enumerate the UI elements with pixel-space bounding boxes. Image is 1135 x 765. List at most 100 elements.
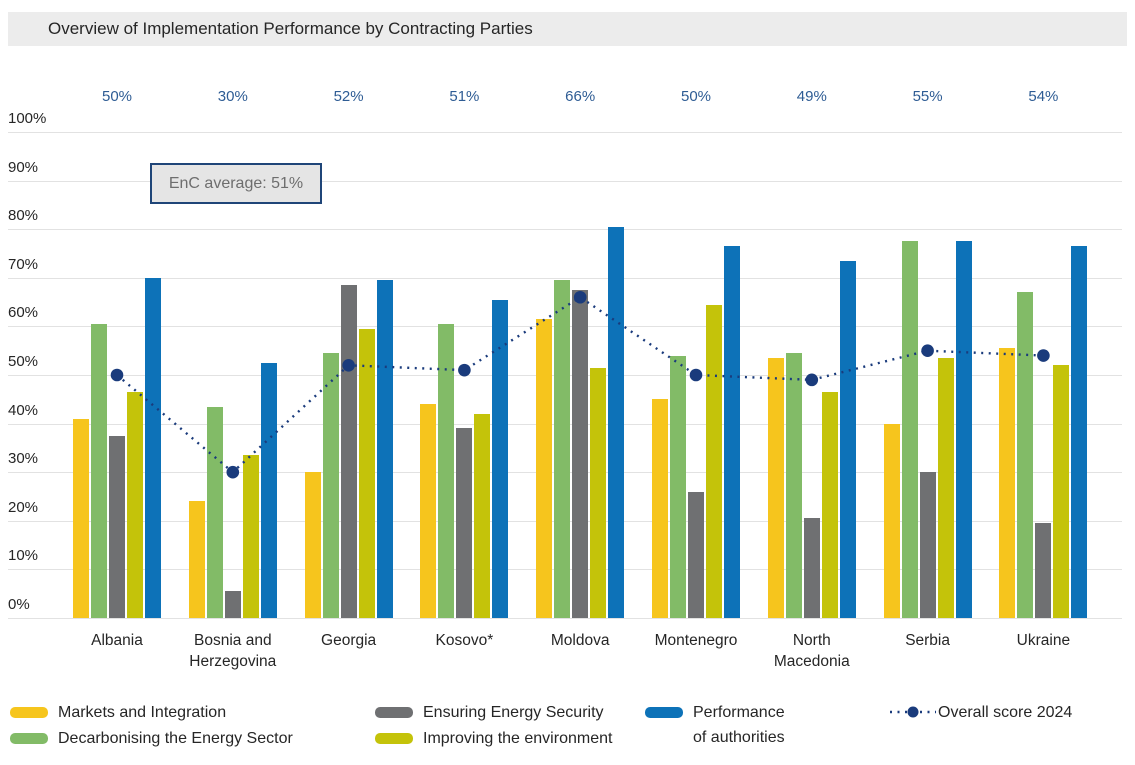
y-axis-tick-label: 50% — [8, 353, 39, 370]
bar-green — [322, 353, 339, 618]
bar-blue — [145, 277, 161, 618]
bar-yellow — [73, 418, 89, 618]
bar-blue — [492, 299, 509, 618]
bar-gray — [109, 435, 125, 618]
x-axis-category-label: Kosovo* — [435, 632, 494, 649]
overall-score-dot — [1037, 349, 1050, 362]
y-axis-tick-label: 40% — [8, 401, 39, 419]
overall-score-top-label: 49% — [796, 88, 827, 105]
legend-swatch-yellow — [10, 707, 48, 718]
bar-olive — [1053, 365, 1070, 618]
legend-label: Ensuring Energy Security — [423, 700, 604, 725]
bar-gray — [456, 428, 473, 618]
legend-swatch-olive — [375, 733, 413, 744]
bar-olive — [821, 392, 838, 618]
overall-score-top-label: 30% — [217, 88, 248, 105]
bar-yellow — [536, 319, 553, 618]
bar-olive — [127, 392, 143, 618]
bar-green — [91, 323, 107, 618]
x-axis-category-label: Ukraine — [1016, 632, 1071, 649]
y-axis-tick-label: 10% — [8, 547, 39, 565]
overall-score-legend-symbol — [890, 706, 936, 718]
overall-score-top-label: 55% — [912, 88, 943, 105]
bar-yellow — [883, 423, 900, 618]
bar-green — [670, 355, 686, 618]
legend-label: Decarbonising the Energy Sector — [58, 726, 293, 751]
overall-score-top-label: 50% — [680, 88, 712, 105]
y-gridline — [8, 180, 1122, 182]
bar-blue — [839, 260, 856, 618]
enc-average-annotation: EnC average: 51% — [150, 163, 322, 204]
bar-blue — [955, 241, 972, 618]
legend-label: Improving the environment — [423, 726, 612, 751]
bar-gray — [572, 289, 589, 618]
overall-score-top-label: 51% — [449, 88, 480, 105]
bar-gray — [688, 491, 704, 618]
y-axis-tick-label: 30% — [8, 450, 39, 468]
y-axis-tick-label: 60% — [8, 304, 39, 322]
bar-yellow — [304, 472, 321, 618]
legend-label-line: Improving the environment — [423, 730, 613, 747]
y-axis-tick-label: 70% — [8, 255, 39, 273]
bar-gray — [340, 285, 357, 618]
x-axis-category-label: Montenegro — [654, 632, 738, 649]
bar-olive — [242, 455, 259, 618]
bar-blue — [724, 246, 740, 618]
x-axis-category-label: Serbia — [905, 632, 950, 649]
y-axis-tick-label: 100% — [8, 110, 47, 127]
legend-label: Performance of authorities — [693, 700, 785, 750]
legend-swatch-green — [10, 733, 48, 744]
legend-swatch-blue — [645, 707, 683, 718]
legend-label: Overall score 2024 — [938, 700, 1072, 725]
bar-olive — [474, 413, 491, 618]
y-gridline — [8, 229, 1122, 231]
x-axis-category-label: North Macedonia — [773, 632, 850, 670]
legend-label-line: of authorities — [693, 729, 785, 746]
legend-label-line: Performance — [693, 704, 785, 721]
x-axis-category-label: Moldova — [550, 632, 610, 649]
legend-label-line: Decarbonising the Energy Sector — [58, 730, 293, 747]
bar-blue — [376, 280, 393, 618]
y-axis-tick-label: 90% — [8, 158, 39, 176]
bar-yellow — [188, 501, 205, 618]
bar-yellow — [999, 348, 1016, 618]
legend-label: Markets and Integration — [58, 700, 226, 725]
bar-blue — [1071, 246, 1088, 618]
bar-olive — [937, 357, 954, 618]
chart-title: Overview of Implementation Performance b… — [48, 19, 533, 38]
x-axis-category-label: Bosnia and Herzegovina — [189, 632, 277, 670]
y-axis-tick-label: 80% — [8, 207, 39, 225]
bar-gray — [1035, 523, 1052, 618]
y-gridline — [8, 618, 1122, 619]
y-axis-tick-label: 0% — [8, 596, 30, 613]
y-gridline — [8, 132, 1122, 133]
bar-green — [1017, 292, 1034, 618]
bar-olive — [358, 328, 375, 618]
bar-olive — [590, 367, 607, 618]
overall-score-dot — [921, 344, 934, 358]
overall-score-top-label: 54% — [1028, 88, 1059, 105]
y-axis-tick-label: 20% — [8, 498, 39, 516]
bar-gray — [919, 472, 936, 618]
x-axis-category-label: Georgia — [321, 632, 377, 649]
bar-green — [438, 323, 455, 618]
bar-blue — [260, 362, 277, 618]
bar-yellow — [420, 404, 437, 618]
bar-green — [785, 353, 802, 618]
bar-blue — [608, 226, 625, 618]
overall-score-top-label: 50% — [101, 88, 133, 105]
overall-score-top-label: 52% — [333, 88, 364, 105]
bar-green — [901, 241, 918, 618]
bar-green — [554, 280, 571, 618]
legend-label-line: Overall score 2024 — [938, 704, 1073, 721]
bar-yellow — [652, 399, 668, 618]
legend-swatch-gray — [375, 707, 413, 718]
chart-title-bar: Overview of Implementation Performance b… — [8, 12, 1127, 46]
overall-score-top-label: 66% — [565, 88, 596, 105]
x-axis-category-label: Albania — [91, 632, 143, 649]
y-gridline — [8, 277, 1122, 279]
bar-olive — [706, 304, 722, 618]
bar-green — [206, 406, 223, 618]
bar-gray — [803, 518, 820, 618]
